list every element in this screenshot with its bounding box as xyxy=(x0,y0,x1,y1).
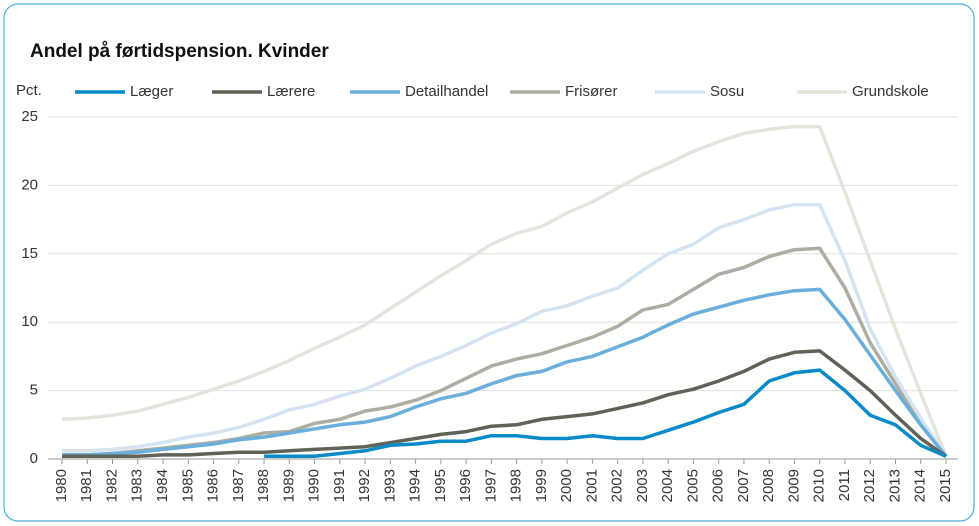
legend-label: Lærere xyxy=(267,83,315,100)
y-axis-label: Pct. xyxy=(16,82,42,99)
chart-frame xyxy=(3,3,975,522)
x-tick-label: 1991 xyxy=(331,469,348,502)
x-tick-label: 1999 xyxy=(533,469,550,502)
series-line xyxy=(62,202,948,458)
x-tick-label: 2008 xyxy=(760,469,777,502)
x-tick-label: 1987 xyxy=(230,469,247,502)
x-tick-label: 2015 xyxy=(937,469,954,502)
chart-title: Andel på førtidspension. Kvinder xyxy=(30,41,329,62)
y-tick-label: 15 xyxy=(21,245,38,262)
legend-label: Detailhandel xyxy=(405,83,488,100)
x-tick-label: 2006 xyxy=(710,469,727,502)
x-tick-label: 2013 xyxy=(886,469,903,502)
x-tick-label: 2000 xyxy=(558,469,575,502)
x-tick-label: 2011 xyxy=(836,469,853,501)
y-tick-label: 5 xyxy=(30,382,38,399)
x-tick-label: 1981 xyxy=(78,469,95,502)
x-tick-label: 1993 xyxy=(381,469,398,502)
series-line xyxy=(264,368,947,459)
x-tick-label: 1997 xyxy=(482,469,499,502)
x-tick-label: 2007 xyxy=(735,469,752,502)
x-tick-label: 1982 xyxy=(103,469,120,502)
x-tick-label: 1984 xyxy=(154,469,171,502)
x-tick-label: 1980 xyxy=(53,469,70,502)
x-tick-label: 2001 xyxy=(583,469,600,502)
x-tick-label: 1990 xyxy=(306,469,323,502)
x-tick-label: 1998 xyxy=(508,469,525,502)
legend-label: Frisører xyxy=(565,83,618,100)
x-tick-label: 2012 xyxy=(861,469,878,502)
y-tick-label: 0 xyxy=(30,450,38,467)
x-tick-label: 2010 xyxy=(811,469,828,502)
x-tick-label: 2005 xyxy=(684,469,701,502)
y-tick-label: 10 xyxy=(21,313,38,330)
x-tick-label: 2002 xyxy=(609,469,626,502)
x-tick-label: 1986 xyxy=(205,469,222,502)
x-tick-label: 1989 xyxy=(280,469,297,502)
legend-label: Grundskole xyxy=(852,83,929,100)
x-tick-label: 2014 xyxy=(912,469,929,502)
series-line xyxy=(62,349,948,459)
legend-label: Læger xyxy=(130,83,173,100)
series-line xyxy=(62,287,948,458)
x-tick-label: 2003 xyxy=(634,469,651,502)
y-tick-label: 25 xyxy=(21,108,38,125)
x-tick-label: 1985 xyxy=(179,469,196,502)
y-tick-label: 20 xyxy=(21,176,38,193)
series-line xyxy=(61,124,948,457)
x-tick-label: 1995 xyxy=(432,469,449,502)
legend-label: Sosu xyxy=(710,83,744,100)
x-tick-label: 1983 xyxy=(129,469,146,502)
x-tick-label: 2009 xyxy=(785,469,802,502)
x-tick-label: 1996 xyxy=(457,469,474,502)
x-tick-label: 1988 xyxy=(255,469,272,502)
x-tick-label: 1994 xyxy=(407,469,424,502)
x-tick-label: 2004 xyxy=(659,469,676,502)
x-tick-label: 1992 xyxy=(356,469,373,502)
